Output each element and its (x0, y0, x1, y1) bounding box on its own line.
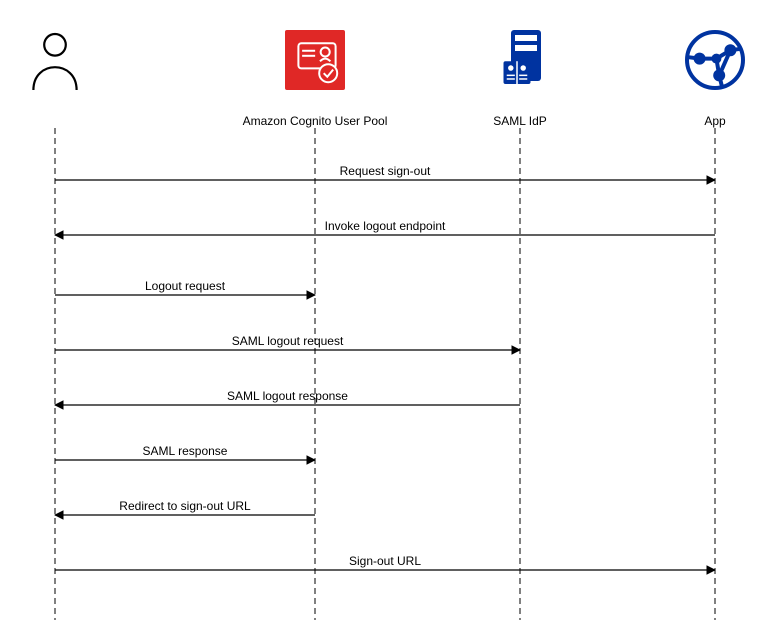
actor-label-idp: SAML IdP (493, 114, 547, 128)
message-label: SAML logout request (232, 334, 344, 348)
message-label: Invoke logout endpoint (325, 219, 446, 233)
message-label: Redirect to sign-out URL (119, 499, 250, 513)
actor-label-app: App (704, 114, 725, 128)
message-label: Request sign-out (340, 164, 431, 178)
user-icon (33, 34, 76, 90)
app-icon (687, 32, 743, 88)
actor-label-cognito: Amazon Cognito User Pool (243, 114, 388, 128)
message-label: Logout request (145, 279, 225, 293)
sequence-diagram: Amazon Cognito User Pool SAML IdP App Reque… (0, 0, 775, 642)
message-label: Sign-out URL (349, 554, 421, 568)
svg-layer (0, 0, 775, 642)
saml-idp-icon (504, 30, 542, 84)
cognito-icon (285, 30, 345, 90)
message-label: SAML logout response (227, 389, 348, 403)
message-label: SAML response (143, 444, 228, 458)
